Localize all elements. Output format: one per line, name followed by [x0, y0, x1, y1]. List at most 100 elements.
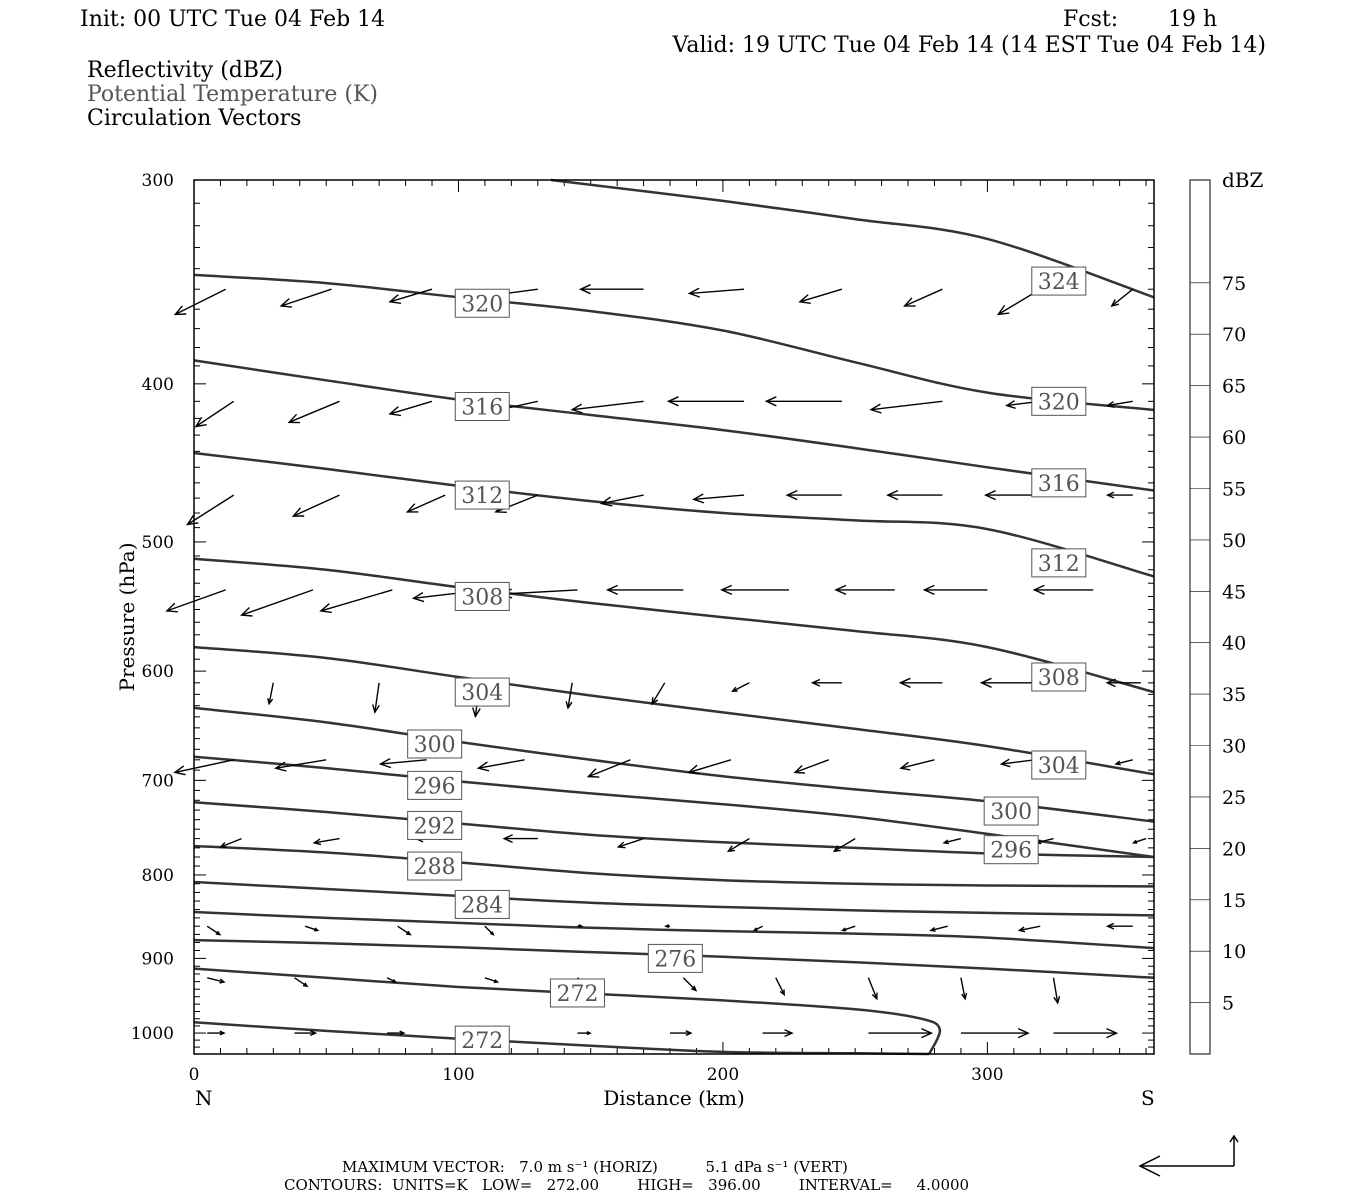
- circulation-vector: [960, 977, 968, 1001]
- circulation-vector: [687, 759, 732, 775]
- circulation-vector: [194, 400, 235, 428]
- circulation-vector: [1017, 925, 1041, 933]
- forecast-label: Fcst:: [1063, 7, 1118, 32]
- contour-line-292: [193, 801, 1155, 859]
- circulation-vector: [1032, 584, 1094, 596]
- circulation-vector: [922, 584, 988, 596]
- circulation-vector: [670, 1030, 693, 1037]
- circulation-vector: [775, 977, 785, 997]
- y-tick-label: 800: [142, 866, 174, 886]
- svg-text:292: 292: [414, 814, 456, 839]
- circulation-vector: [1105, 922, 1133, 930]
- x-axis-end-label-north: N: [195, 1086, 213, 1110]
- forecast-hour: 19 h: [1168, 7, 1217, 32]
- circulation-vector: [810, 678, 842, 687]
- svg-text:312: 312: [1038, 552, 1080, 577]
- contour-label-304: 304: [1031, 750, 1087, 780]
- x-axis-label: Distance (km): [603, 1086, 745, 1110]
- contour-label-312: 312: [1031, 548, 1087, 578]
- svg-text:296: 296: [414, 774, 456, 799]
- circulation-vector: [960, 1027, 1030, 1039]
- x-axis-end-label-south: S: [1141, 1086, 1155, 1110]
- circulation-vector: [319, 589, 393, 614]
- colorbar-level-label: 5: [1222, 993, 1234, 1015]
- contour-label-296: 296: [983, 835, 1039, 865]
- circulation-vector: [484, 925, 495, 936]
- colorbar-level-label: 45: [1222, 581, 1246, 603]
- contour-line-312: [193, 451, 1155, 578]
- circulation-vector: [983, 489, 1041, 501]
- contour-label-300: 300: [407, 729, 463, 759]
- svg-text:304: 304: [1038, 754, 1080, 779]
- contour-label-308: 308: [1031, 662, 1087, 692]
- colorbar-level-label: 50: [1222, 530, 1246, 552]
- circulation-vector: [386, 977, 398, 983]
- y-tick-label: 900: [142, 949, 174, 969]
- circulation-vector: [267, 682, 274, 706]
- colorbar-level-label: 30: [1222, 736, 1246, 758]
- colorbar-level-label: 75: [1222, 273, 1246, 295]
- x-tick-label: 100: [442, 1065, 474, 1085]
- svg-text:272: 272: [461, 1029, 503, 1054]
- circulation-vector: [502, 834, 538, 844]
- circulation-vector: [841, 925, 856, 932]
- circulation-vector: [785, 489, 842, 501]
- contour-label-276: 276: [647, 943, 703, 973]
- y-tick-label: 1000: [131, 1024, 174, 1044]
- colorbar-level-label: 20: [1222, 838, 1246, 860]
- circulation-vector: [1052, 977, 1061, 1005]
- circulation-vector: [372, 682, 380, 714]
- circulation-vector: [378, 757, 427, 769]
- circulation-vector: [869, 400, 943, 414]
- circulation-vector: [388, 400, 433, 417]
- circulation-vector: [1053, 1027, 1119, 1039]
- svg-text:300: 300: [990, 800, 1032, 825]
- circulation-vector: [207, 1030, 226, 1036]
- circulation-vector: [666, 396, 745, 407]
- contour-line-324: [550, 178, 1155, 299]
- field-label-circulation-vectors: Circulation Vectors: [87, 106, 301, 131]
- contour-label-308: 308: [454, 581, 510, 611]
- circulation-vector: [616, 837, 644, 849]
- footer-max-vector: MAXIMUM VECTOR: 7.0 m s⁻¹ (HORIZ) 5.1 dP…: [342, 1158, 848, 1176]
- svg-text:304: 304: [461, 681, 503, 706]
- reflectivity-colorbar: 5 10 15 20 25 30 35 40 45 50 55 60 65 70 75: [1189, 179, 1246, 1055]
- svg-text:288: 288: [414, 855, 456, 880]
- contour-line-272: [193, 1021, 930, 1056]
- circulation-vector: [239, 589, 314, 617]
- contour-label-324: 324: [1031, 266, 1087, 296]
- circulation-vector: [173, 759, 234, 776]
- init-time: Init: 00 UTC Tue 04 Feb 14: [80, 7, 385, 32]
- circulation-vector: [577, 924, 584, 929]
- circulation-vector: [1114, 759, 1133, 766]
- contour-label-316: 316: [1031, 468, 1087, 498]
- circulation-vector: [570, 400, 644, 414]
- colorbar-level-label: 70: [1222, 324, 1246, 346]
- plot-frame: [193, 179, 1155, 1055]
- circulation-vector: [387, 1030, 406, 1036]
- tick-labels: 0 100 200 300 300 400 500 600 700 800 900 1000: [131, 171, 1004, 1085]
- contour-labels: 2722722762842882922962963003003043043083…: [407, 266, 1087, 1055]
- circulation-vector: [979, 677, 1041, 688]
- contour-label-292: 292: [407, 810, 463, 840]
- colorbar-level-label: 55: [1222, 479, 1246, 501]
- circulation-vector: [274, 759, 327, 772]
- colorbar-level-label: 25: [1222, 787, 1246, 809]
- circulation-vector: [1105, 400, 1133, 408]
- contour-label-284: 284: [454, 889, 510, 919]
- svg-text:276: 276: [654, 947, 696, 972]
- circulation-vector: [726, 837, 750, 853]
- circulation-vector: [219, 837, 242, 848]
- axis-ticks: [193, 179, 1154, 1055]
- circulation-vector: [599, 494, 644, 507]
- y-tick-label: 600: [142, 662, 174, 682]
- contour-line-308: [193, 557, 1155, 694]
- x-tick-label: 200: [707, 1065, 739, 1085]
- reference-vector-icon: [1138, 1134, 1239, 1177]
- circulation-vector: [586, 759, 631, 778]
- circulation-vector: [1105, 678, 1141, 688]
- contour-line-296: [193, 755, 1155, 859]
- circulation-vector: [942, 837, 962, 845]
- circulation-vector: [294, 977, 309, 988]
- circulation-vector: [207, 977, 226, 984]
